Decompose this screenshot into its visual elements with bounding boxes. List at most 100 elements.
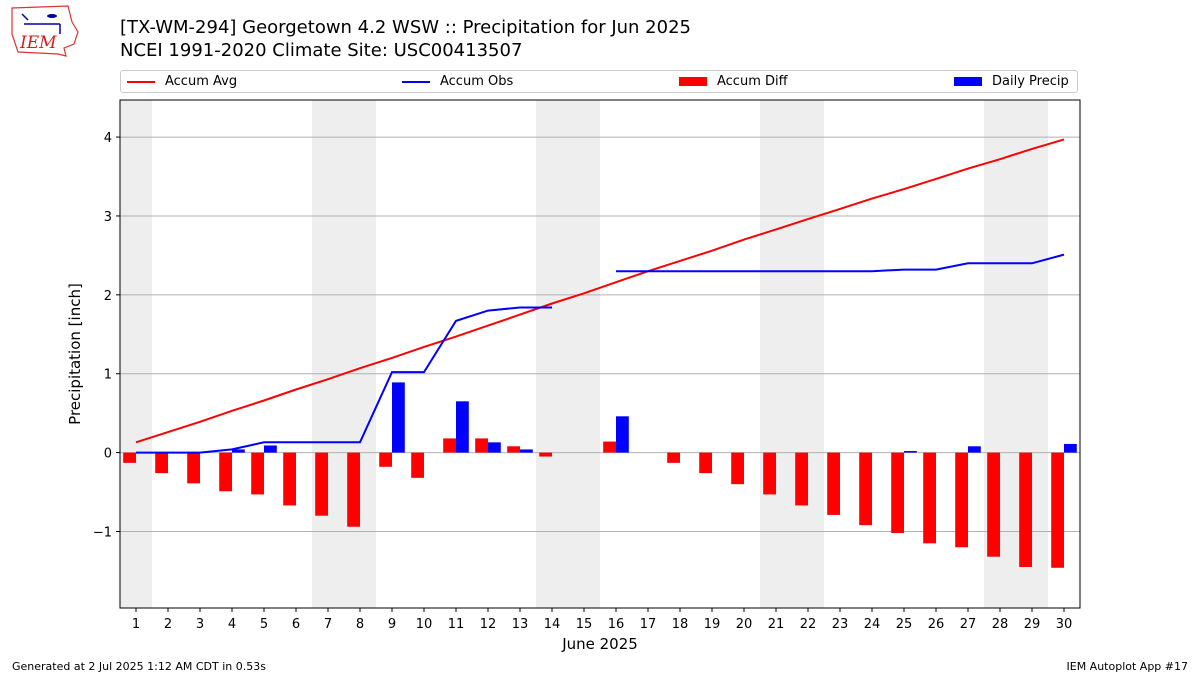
weekend-shade-8 xyxy=(344,100,376,608)
x-tick-label-28: 28 xyxy=(992,617,1009,632)
weekend-shade-21 xyxy=(760,100,792,608)
x-axis-label: June 2025 xyxy=(561,635,638,653)
x-tick-label-29: 29 xyxy=(1024,617,1041,632)
legend-swatch-accum-obs xyxy=(402,80,430,83)
weekend-shading xyxy=(120,100,1048,608)
x-tick-label-1: 1 xyxy=(132,617,140,632)
daily-precip-bar-16 xyxy=(616,416,629,453)
legend-label-accum-diff: Accum Diff xyxy=(717,74,788,89)
accum-diff-bar-22 xyxy=(795,452,808,506)
accum-diff-bar-1 xyxy=(123,452,136,463)
accum-diff-bar-11 xyxy=(443,438,456,453)
daily-precip-bars xyxy=(232,382,1077,453)
legend-accum-diff: Accum Diff xyxy=(679,73,788,91)
daily-precip-bar-5 xyxy=(264,445,277,453)
x-tick-label-10: 10 xyxy=(416,617,433,632)
y-tick-label-2: 1 xyxy=(104,368,112,383)
legend-swatch-daily-precip xyxy=(954,77,982,86)
chart-subtitle: NCEI 1991-2020 Climate Site: USC00413507 xyxy=(120,40,523,61)
accum-diff-bar-18 xyxy=(667,452,680,463)
daily-precip-bar-4 xyxy=(232,449,245,453)
accum-diff-bars xyxy=(123,438,1064,568)
daily-precip-bar-9 xyxy=(392,382,405,453)
x-tick-label-3: 3 xyxy=(196,617,204,632)
accum-diff-bar-16 xyxy=(603,441,616,453)
accum-diff-bar-24 xyxy=(859,452,872,526)
x-tick-label-7: 7 xyxy=(324,617,332,632)
accum-diff-bar-25 xyxy=(891,452,904,534)
weekend-shade-22 xyxy=(792,100,824,608)
accum-diff-bar-26 xyxy=(923,452,936,544)
accum-diff-bar-27 xyxy=(955,452,968,548)
x-tick-label-14: 14 xyxy=(544,617,561,632)
y-tick-label-5: 4 xyxy=(104,131,112,146)
accum-diff-bar-5 xyxy=(251,452,264,495)
accum-obs-line-segment-0 xyxy=(136,306,552,454)
x-tick-label-12: 12 xyxy=(480,617,497,632)
accum-obs-line-segment-1 xyxy=(616,253,1065,273)
accum-diff-bar-30 xyxy=(1051,452,1064,568)
accum-diff-bar-7 xyxy=(315,452,328,516)
legend-swatch-accum-avg xyxy=(127,80,155,83)
x-tick-label-13: 13 xyxy=(512,617,529,632)
weekend-shade-14 xyxy=(536,100,568,608)
x-tick-label-19: 19 xyxy=(704,617,721,632)
y-axis-label: Precipitation [inch] xyxy=(66,283,84,425)
accum-diff-bar-3 xyxy=(187,452,200,484)
x-tick-label-27: 27 xyxy=(960,617,977,632)
y-axis: −1 0 1 2 3 4 xyxy=(93,131,120,540)
accum-diff-bar-6 xyxy=(283,452,296,506)
daily-precip-bar-11 xyxy=(456,401,469,453)
accum-diff-bar-4 xyxy=(219,452,232,492)
legend-label-accum-avg: Accum Avg xyxy=(165,74,238,89)
x-tick-label-5: 5 xyxy=(260,617,268,632)
x-tick-label-21: 21 xyxy=(768,617,785,632)
x-tick-label-23: 23 xyxy=(832,617,849,632)
y-tick-label-1: 0 xyxy=(104,447,112,462)
weekend-shade-7 xyxy=(312,100,344,608)
x-tick-label-20: 20 xyxy=(736,617,753,632)
legend-daily-precip: Daily Precip xyxy=(954,73,1069,91)
daily-precip-bar-27 xyxy=(968,446,981,453)
gridlines xyxy=(120,136,1080,532)
x-tick-label-8: 8 xyxy=(356,617,364,632)
accum-diff-bar-23 xyxy=(827,452,840,515)
accum-diff-bar-29 xyxy=(1019,452,1032,567)
x-tick-label-25: 25 xyxy=(896,617,913,632)
legend-accum-obs: Accum Obs xyxy=(402,73,513,91)
accum-diff-bar-10 xyxy=(411,452,424,478)
x-tick-label-6: 6 xyxy=(292,617,300,632)
x-tick-label-9: 9 xyxy=(388,617,396,632)
x-tick-label-26: 26 xyxy=(928,617,945,632)
footer-app: IEM Autoplot App #17 xyxy=(1066,660,1189,673)
x-tick-label-30: 30 xyxy=(1056,617,1073,632)
legend: Accum Avg Accum Obs Accum Diff Daily Pre… xyxy=(120,70,1078,93)
x-tick-label-24: 24 xyxy=(864,617,881,632)
accum-diff-bar-9 xyxy=(379,452,392,467)
accum-lines xyxy=(135,138,1065,454)
legend-accum-avg: Accum Avg xyxy=(127,73,237,91)
accum-avg-line-segment-0 xyxy=(135,138,1065,444)
weekend-shade-15 xyxy=(568,100,600,608)
x-tick-label-2: 2 xyxy=(164,617,172,632)
y-tick-label-4: 3 xyxy=(104,210,112,225)
daily-precip-bar-12 xyxy=(488,442,501,453)
x-axis: 1 2 3 4 5 6 7 8 9 10 11 12 13 14 15 16 17 18 19 20 21 22 23 24 2… xyxy=(132,608,1072,632)
accum-diff-bar-19 xyxy=(699,452,712,474)
weekend-shade-28 xyxy=(984,100,1016,608)
daily-precip-bar-25 xyxy=(904,451,917,453)
accum-diff-bar-2 xyxy=(155,452,168,474)
accum-diff-bar-12 xyxy=(475,438,488,453)
footer-generated: Generated at 2 Jul 2025 1:12 AM CDT in 0… xyxy=(12,660,266,673)
x-tick-label-18: 18 xyxy=(672,617,689,632)
accum-diff-bar-13 xyxy=(507,446,520,453)
accum-diff-bar-28 xyxy=(987,452,1000,557)
accum-diff-bar-20 xyxy=(731,452,744,485)
x-tick-label-16: 16 xyxy=(608,617,625,632)
daily-precip-bar-13 xyxy=(520,449,533,453)
y-tick-label-0: −1 xyxy=(93,525,112,540)
legend-label-daily-precip: Daily Precip xyxy=(992,74,1069,89)
accum-diff-bar-21 xyxy=(763,452,776,495)
x-tick-label-15: 15 xyxy=(576,617,593,632)
